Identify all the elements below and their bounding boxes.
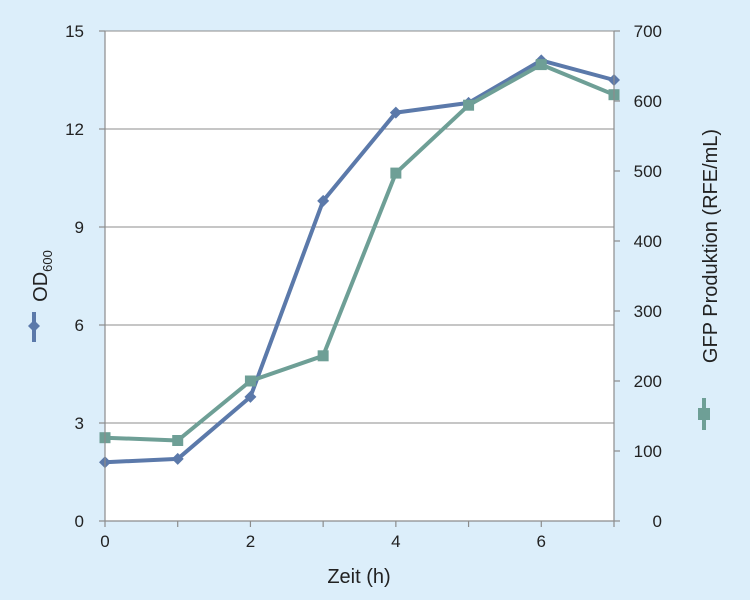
series-1-point-5 <box>463 99 475 111</box>
series-1-point-4 <box>390 167 402 179</box>
diamond-legend-icon <box>28 320 40 332</box>
right-tick-label-4: 400 <box>634 232 662 251</box>
series-0-point-3 <box>317 194 330 207</box>
left-tick-label-3: 9 <box>75 218 84 237</box>
right-tick-label-5: 500 <box>634 162 662 181</box>
plot-area <box>105 31 614 521</box>
series-1-point-2 <box>244 375 256 387</box>
left-legend-marker <box>28 312 40 342</box>
right-axis-title: GFP Produktion (RFE/mL) <box>700 129 722 363</box>
right-legend-marker <box>698 398 710 430</box>
series-1-point-6 <box>535 59 547 71</box>
series-1-point-3 <box>317 350 329 362</box>
x-tick-label-0: 0 <box>100 532 109 551</box>
square-legend-icon <box>698 408 710 420</box>
left-tick-label-5: 15 <box>65 22 84 41</box>
x-tick-label-2: 4 <box>391 532 400 551</box>
left-axis-title-main: OD <box>30 272 52 302</box>
series-1-point-1 <box>172 435 184 446</box>
series-0-line <box>104 58 615 465</box>
right-tick-label-0: 0 <box>653 512 662 531</box>
right-tick-label-6: 600 <box>634 92 662 111</box>
series-0-point-2 <box>244 390 257 403</box>
svg-text:GFP Produktion (RFE/mL): GFP Produktion (RFE/mL) <box>700 129 722 363</box>
right-tick-label-1: 100 <box>634 442 662 461</box>
series-0-point-4 <box>389 106 402 119</box>
left-axis-title-sub: 600 <box>40 250 55 272</box>
tick-labels: 0 3 6 9 12 15 0 100 200 300 400 500 600 700 0 2 4 6 <box>65 22 662 551</box>
right-tick-label-7: 700 <box>634 22 662 41</box>
svg-text:OD600: OD600 <box>30 250 55 302</box>
series-1-line <box>104 62 615 443</box>
axes <box>99 30 620 527</box>
left-tick-label-1: 3 <box>75 414 84 433</box>
left-tick-label-2: 6 <box>75 316 84 335</box>
series-0-point-1 <box>171 452 184 465</box>
series-lines <box>104 58 615 465</box>
x-axis-title: Zeit (h) <box>327 566 390 588</box>
x-tick-label-1: 2 <box>246 532 255 551</box>
gridlines <box>105 30 614 424</box>
left-axis-title: OD600 <box>30 250 55 302</box>
right-tick-label-3: 300 <box>634 302 662 321</box>
x-tick-label-3: 6 <box>537 532 546 551</box>
left-tick-label-4: 12 <box>65 120 84 139</box>
right-tick-label-2: 200 <box>634 372 662 391</box>
left-tick-label-0: 0 <box>75 512 84 531</box>
